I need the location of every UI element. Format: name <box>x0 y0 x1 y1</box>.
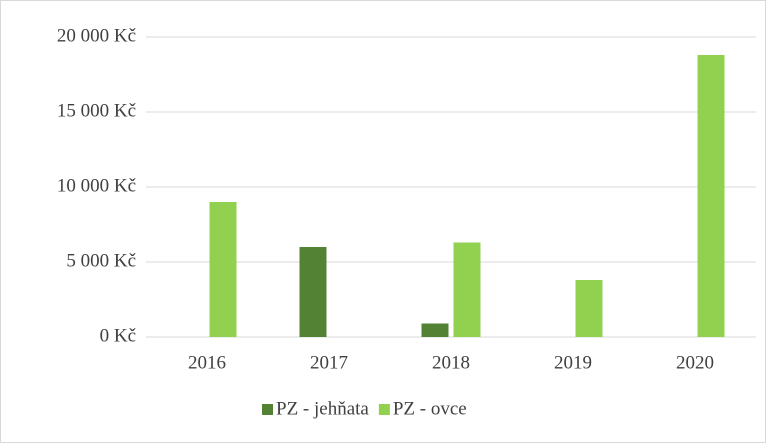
bar <box>421 323 449 337</box>
y-tick-label: 20 000 Kč <box>57 25 136 46</box>
x-tick-label: 2016 <box>188 352 226 373</box>
y-tick-label: 0 Kč <box>100 325 136 346</box>
bar <box>453 242 481 337</box>
y-tick-label: 5 000 Kč <box>66 250 136 271</box>
y-tick-label: 15 000 Kč <box>57 100 136 121</box>
legend-label: PZ - jehňata <box>276 398 369 419</box>
bar <box>209 202 237 337</box>
x-tick-label: 2018 <box>432 352 470 373</box>
x-tick-label: 2017 <box>310 352 348 373</box>
y-tick-label: 10 000 Kč <box>57 175 136 196</box>
legend-swatch <box>262 404 273 415</box>
x-tick-label: 2020 <box>676 352 714 373</box>
bar <box>299 247 327 337</box>
legend-label: PZ - ovce <box>393 398 467 419</box>
legend-swatch <box>378 404 390 415</box>
x-tick-label: 2019 <box>554 352 592 373</box>
bar <box>697 55 725 337</box>
bar <box>575 280 603 337</box>
